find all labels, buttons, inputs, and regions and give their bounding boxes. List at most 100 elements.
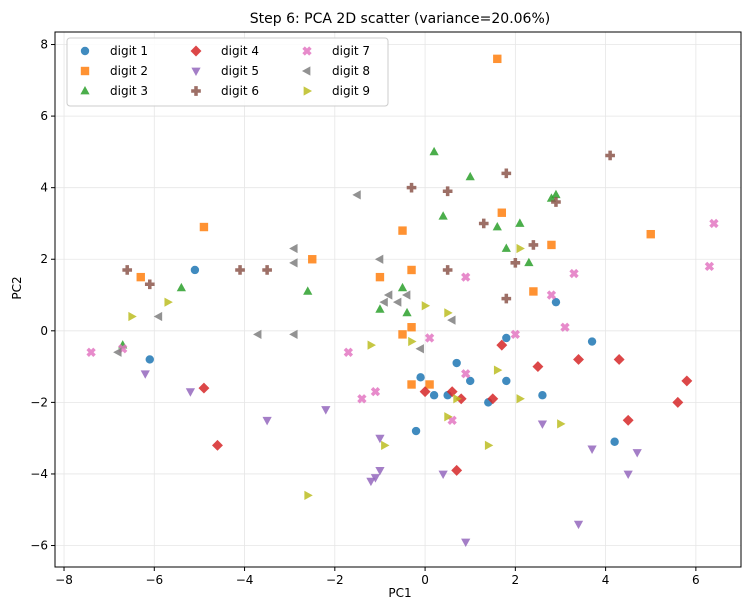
data-point <box>253 329 262 340</box>
data-point <box>408 336 417 347</box>
legend-label: digit 2 <box>110 64 148 78</box>
data-point <box>551 297 561 307</box>
data-point <box>501 293 512 304</box>
data-point <box>461 369 471 379</box>
data-point <box>401 290 411 300</box>
data-point <box>622 414 634 426</box>
legend-label: digit 4 <box>221 44 259 58</box>
x-tick-label: 2 <box>512 573 520 587</box>
x-tick-label: −2 <box>326 573 344 587</box>
chart-title: Step 6: PCA 2D scatter (variance=20.06%) <box>250 11 550 27</box>
data-point <box>421 301 431 311</box>
legend-marker <box>80 46 90 56</box>
data-point <box>136 272 145 282</box>
data-point <box>199 222 209 232</box>
data-point <box>493 54 502 64</box>
data-point <box>451 464 463 476</box>
data-point <box>461 538 471 547</box>
data-point <box>370 386 381 397</box>
data-point <box>466 376 475 386</box>
legend-label: digit 8 <box>332 64 370 78</box>
data-point <box>113 347 122 357</box>
data-point <box>524 257 534 267</box>
data-point <box>303 286 313 295</box>
data-point <box>308 255 317 264</box>
data-point <box>587 337 597 346</box>
series-digit-8 <box>113 190 456 357</box>
y-tick-label: 4 <box>40 181 48 195</box>
data-point <box>357 394 367 404</box>
data-point <box>446 386 458 398</box>
data-point <box>366 477 376 487</box>
data-point <box>406 182 417 193</box>
legend-marker <box>303 86 313 96</box>
x-tick-label: −8 <box>55 573 73 587</box>
data-point <box>289 258 298 268</box>
data-point <box>573 353 584 365</box>
data-point <box>452 358 461 368</box>
legend-label: digit 9 <box>332 84 370 98</box>
data-point <box>484 440 494 450</box>
data-point <box>478 218 489 229</box>
data-point <box>415 344 424 354</box>
data-point <box>493 365 503 375</box>
data-point <box>438 470 448 479</box>
axis-ticks: −8 −6 −4 −2 0 2 4 6 −6 −4 −2 0 2 4 6 8 <box>30 38 699 587</box>
data-point <box>416 373 425 382</box>
data-point <box>289 329 298 340</box>
legend-label: digit 6 <box>221 84 259 98</box>
data-point <box>516 243 525 254</box>
data-point <box>140 370 150 379</box>
data-point <box>176 282 186 292</box>
data-point <box>438 211 448 220</box>
data-point <box>407 323 416 332</box>
data-point <box>398 330 407 339</box>
data-point <box>398 226 407 235</box>
data-point <box>501 243 511 252</box>
legend-marker <box>80 66 90 76</box>
data-point <box>501 168 512 179</box>
data-point <box>144 279 155 290</box>
data-point <box>424 333 435 343</box>
y-axis-label: PC2 <box>10 276 24 299</box>
data-point <box>397 282 408 292</box>
data-point <box>465 171 475 181</box>
data-point <box>383 290 393 300</box>
data-point <box>352 190 361 200</box>
data-point <box>453 394 462 404</box>
data-point <box>442 186 453 197</box>
data-point <box>551 189 561 199</box>
data-point <box>128 311 137 322</box>
data-point <box>212 439 223 451</box>
y-tick-label: −6 <box>30 539 48 553</box>
data-point <box>605 150 615 161</box>
data-point <box>381 440 390 450</box>
data-point <box>537 420 548 429</box>
x-tick-label: −4 <box>236 573 254 587</box>
y-tick-label: 8 <box>40 38 48 52</box>
data-point <box>502 333 511 343</box>
data-point <box>444 412 453 422</box>
data-point <box>557 419 566 429</box>
data-point <box>375 304 385 313</box>
data-point <box>190 265 200 275</box>
data-point <box>510 329 521 340</box>
y-tick-label: −2 <box>30 395 48 409</box>
data-point <box>623 470 633 479</box>
data-point <box>122 265 133 275</box>
data-point <box>411 426 421 436</box>
data-point <box>185 388 196 397</box>
data-point <box>487 393 499 405</box>
data-point <box>375 434 385 444</box>
series-digit-2 <box>136 54 655 389</box>
data-point <box>516 394 525 404</box>
data-points <box>86 54 719 547</box>
data-point <box>547 240 556 250</box>
data-point <box>496 339 508 351</box>
data-point <box>425 380 434 389</box>
data-point <box>379 297 388 307</box>
data-point <box>447 315 456 325</box>
data-point <box>492 221 502 231</box>
legend-marker <box>191 86 201 96</box>
